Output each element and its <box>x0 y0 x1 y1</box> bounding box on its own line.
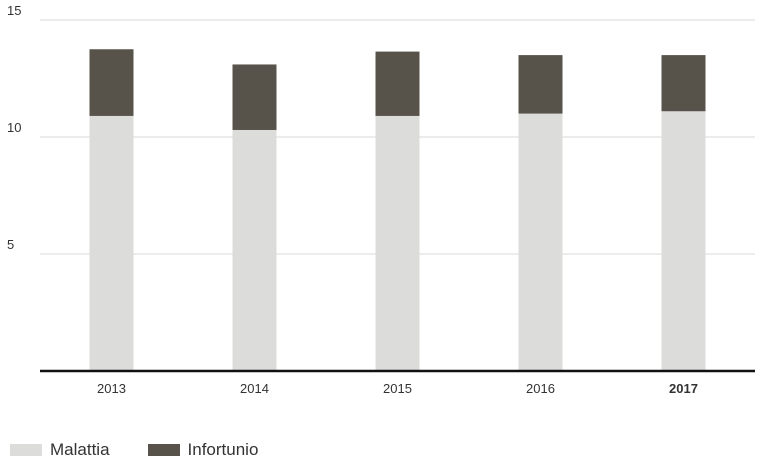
legend-item-malattia: Malattia <box>10 440 110 460</box>
legend-swatch-malattia <box>10 444 42 456</box>
bar-infortunio-2016 <box>518 55 563 114</box>
legend-item-infortunio: Infortunio <box>147 440 259 460</box>
y-tick-label-10: 10 <box>7 120 21 135</box>
legend: Malattia Infortunio <box>10 440 296 460</box>
x-tick-label-2016: 2016 <box>526 381 555 396</box>
bar-infortunio-2017 <box>661 55 706 112</box>
x-tick-label-2017: 2017 <box>669 381 698 396</box>
bar-malattia-2015 <box>375 115 420 371</box>
legend-swatch-infortunio <box>147 444 180 456</box>
y-tick-label-15: 15 <box>7 3 21 18</box>
bar-infortunio-2015 <box>375 51 420 116</box>
y-tick-label-5: 5 <box>7 237 14 252</box>
y-axis-ticks: 5 10 15 <box>7 3 21 252</box>
legend-label-malattia: Malattia <box>50 440 110 459</box>
bar-malattia-2016 <box>518 113 563 371</box>
x-tick-label-2015: 2015 <box>383 381 412 396</box>
bar-malattia-2013 <box>89 115 134 371</box>
bar-infortunio-2013 <box>89 49 134 116</box>
bar-infortunio-2014 <box>232 64 277 130</box>
x-axis-ticks: 2013 2014 2015 2016 2017 <box>97 381 698 396</box>
x-tick-label-2013: 2013 <box>97 381 126 396</box>
bars <box>89 49 706 371</box>
bar-malattia-2014 <box>232 129 277 371</box>
x-tick-label-2014: 2014 <box>240 381 269 396</box>
legend-label-infortunio: Infortunio <box>187 440 259 459</box>
bar-malattia-2017 <box>661 111 706 371</box>
